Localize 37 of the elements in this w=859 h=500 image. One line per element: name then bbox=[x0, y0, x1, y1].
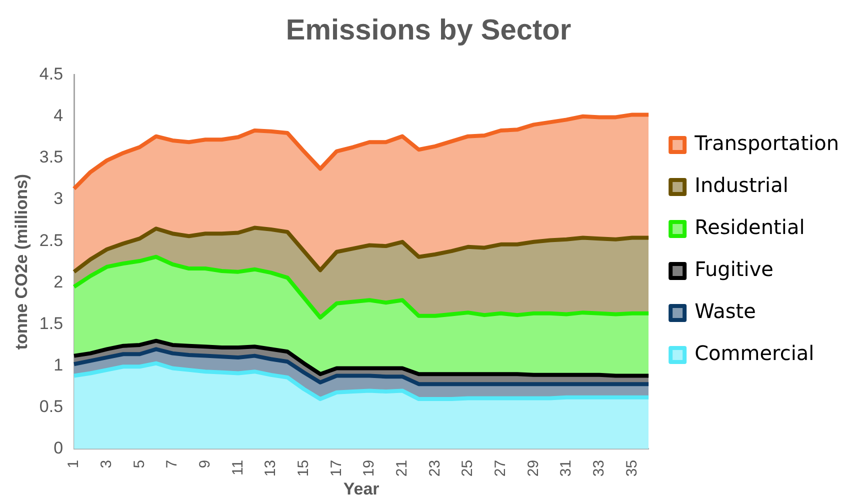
y-tick-label: 4 bbox=[54, 106, 64, 126]
x-tick-label: 15 bbox=[294, 460, 312, 477]
x-tick-label: 9 bbox=[196, 460, 214, 468]
y-tick-label: 4.5 bbox=[39, 64, 64, 84]
x-tick-label: 11 bbox=[229, 460, 246, 476]
x-tick-label: 17 bbox=[328, 460, 345, 477]
y-tick-label: 3.5 bbox=[39, 148, 64, 167]
x-tick-label: 19 bbox=[360, 460, 378, 477]
x-tick-label: 5 bbox=[130, 460, 148, 468]
y-tick-label: 2.5 bbox=[39, 230, 64, 250]
x-axis-title: Year bbox=[343, 479, 380, 498]
x-tick-label: 31 bbox=[558, 460, 575, 477]
legend-label: Commercial bbox=[694, 341, 814, 366]
x-tick-label: 29 bbox=[524, 460, 542, 477]
y-tick-label: 1 bbox=[54, 355, 64, 374]
x-tick-label: 7 bbox=[164, 460, 181, 468]
chart-title: Emissions by Sector bbox=[286, 14, 572, 46]
legend-label: Industrial bbox=[694, 173, 788, 198]
x-tick-label: 13 bbox=[262, 460, 280, 477]
y-tick-label: 0.5 bbox=[39, 397, 64, 416]
y-tick-label: 1.5 bbox=[39, 314, 64, 333]
legend-label: Residential bbox=[694, 215, 805, 240]
x-tick-label: 21 bbox=[393, 460, 410, 477]
y-tick-label: 3 bbox=[54, 189, 64, 208]
y-tick-label: 0 bbox=[54, 438, 64, 458]
x-tick-label: 35 bbox=[623, 460, 640, 477]
legend-label: Transportation bbox=[694, 131, 840, 156]
legend-label: Fugitive bbox=[694, 257, 774, 282]
legend-label: Waste bbox=[694, 299, 756, 324]
y-axis-title: tonne CO2e (millions) bbox=[12, 174, 31, 350]
x-tick-label: 33 bbox=[590, 460, 608, 477]
y-tick-label: 2 bbox=[54, 272, 64, 292]
x-tick-label: 27 bbox=[492, 460, 509, 477]
x-tick-label: 23 bbox=[426, 460, 444, 477]
x-tick-label: 1 bbox=[65, 460, 82, 468]
x-tick-label: 25 bbox=[459, 460, 476, 477]
x-tick-label: 3 bbox=[98, 460, 116, 468]
